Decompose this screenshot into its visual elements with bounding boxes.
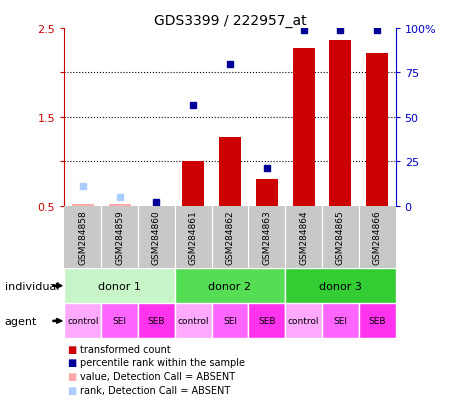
- Text: ■: ■: [67, 358, 76, 368]
- Bar: [72, 205, 94, 206]
- Bar: [64, 304, 101, 339]
- Text: GSM284863: GSM284863: [262, 210, 271, 265]
- Text: control: control: [177, 317, 208, 325]
- Text: SEI: SEI: [112, 317, 126, 325]
- Bar: [285, 268, 395, 304]
- Text: donor 1: donor 1: [98, 281, 141, 291]
- Text: rank, Detection Call = ABSENT: rank, Detection Call = ABSENT: [80, 385, 230, 395]
- Text: percentile rank within the sample: percentile rank within the sample: [80, 358, 245, 368]
- Bar: [108, 205, 130, 206]
- Bar: [248, 304, 285, 339]
- Text: ■: ■: [67, 385, 76, 395]
- Bar: [329, 40, 351, 206]
- Bar: [321, 304, 358, 339]
- Bar: [101, 304, 138, 339]
- Bar: [218, 138, 241, 206]
- Text: value, Detection Call = ABSENT: value, Detection Call = ABSENT: [80, 371, 235, 381]
- Text: GSM284866: GSM284866: [372, 210, 381, 265]
- Text: donor 2: donor 2: [208, 281, 251, 291]
- Text: GSM284864: GSM284864: [298, 210, 308, 265]
- Bar: [285, 304, 321, 339]
- Text: control: control: [287, 317, 319, 325]
- Bar: [211, 304, 248, 339]
- Bar: [64, 268, 174, 304]
- Text: GDS3399 / 222957_at: GDS3399 / 222957_at: [153, 14, 306, 28]
- Bar: [292, 48, 314, 206]
- Text: SEI: SEI: [223, 317, 236, 325]
- Bar: [182, 162, 204, 206]
- Text: SEB: SEB: [368, 317, 385, 325]
- Bar: [174, 304, 211, 339]
- Text: GSM284859: GSM284859: [115, 210, 124, 265]
- Text: individual: individual: [5, 281, 59, 291]
- Bar: [365, 54, 387, 206]
- Text: GSM284865: GSM284865: [335, 210, 344, 265]
- Text: GSM284860: GSM284860: [151, 210, 161, 265]
- Text: SEB: SEB: [257, 317, 275, 325]
- Text: GSM284862: GSM284862: [225, 210, 234, 265]
- Bar: [255, 180, 277, 206]
- Text: SEI: SEI: [333, 317, 347, 325]
- Text: GSM284858: GSM284858: [78, 210, 87, 265]
- Bar: [358, 304, 395, 339]
- Text: SEB: SEB: [147, 317, 165, 325]
- Text: control: control: [67, 317, 98, 325]
- Text: donor 3: donor 3: [318, 281, 361, 291]
- Text: ■: ■: [67, 344, 76, 354]
- Text: transformed count: transformed count: [80, 344, 171, 354]
- Text: ■: ■: [67, 371, 76, 381]
- Bar: [138, 304, 174, 339]
- Bar: [174, 268, 285, 304]
- Text: agent: agent: [5, 316, 37, 326]
- Text: GSM284861: GSM284861: [188, 210, 197, 265]
